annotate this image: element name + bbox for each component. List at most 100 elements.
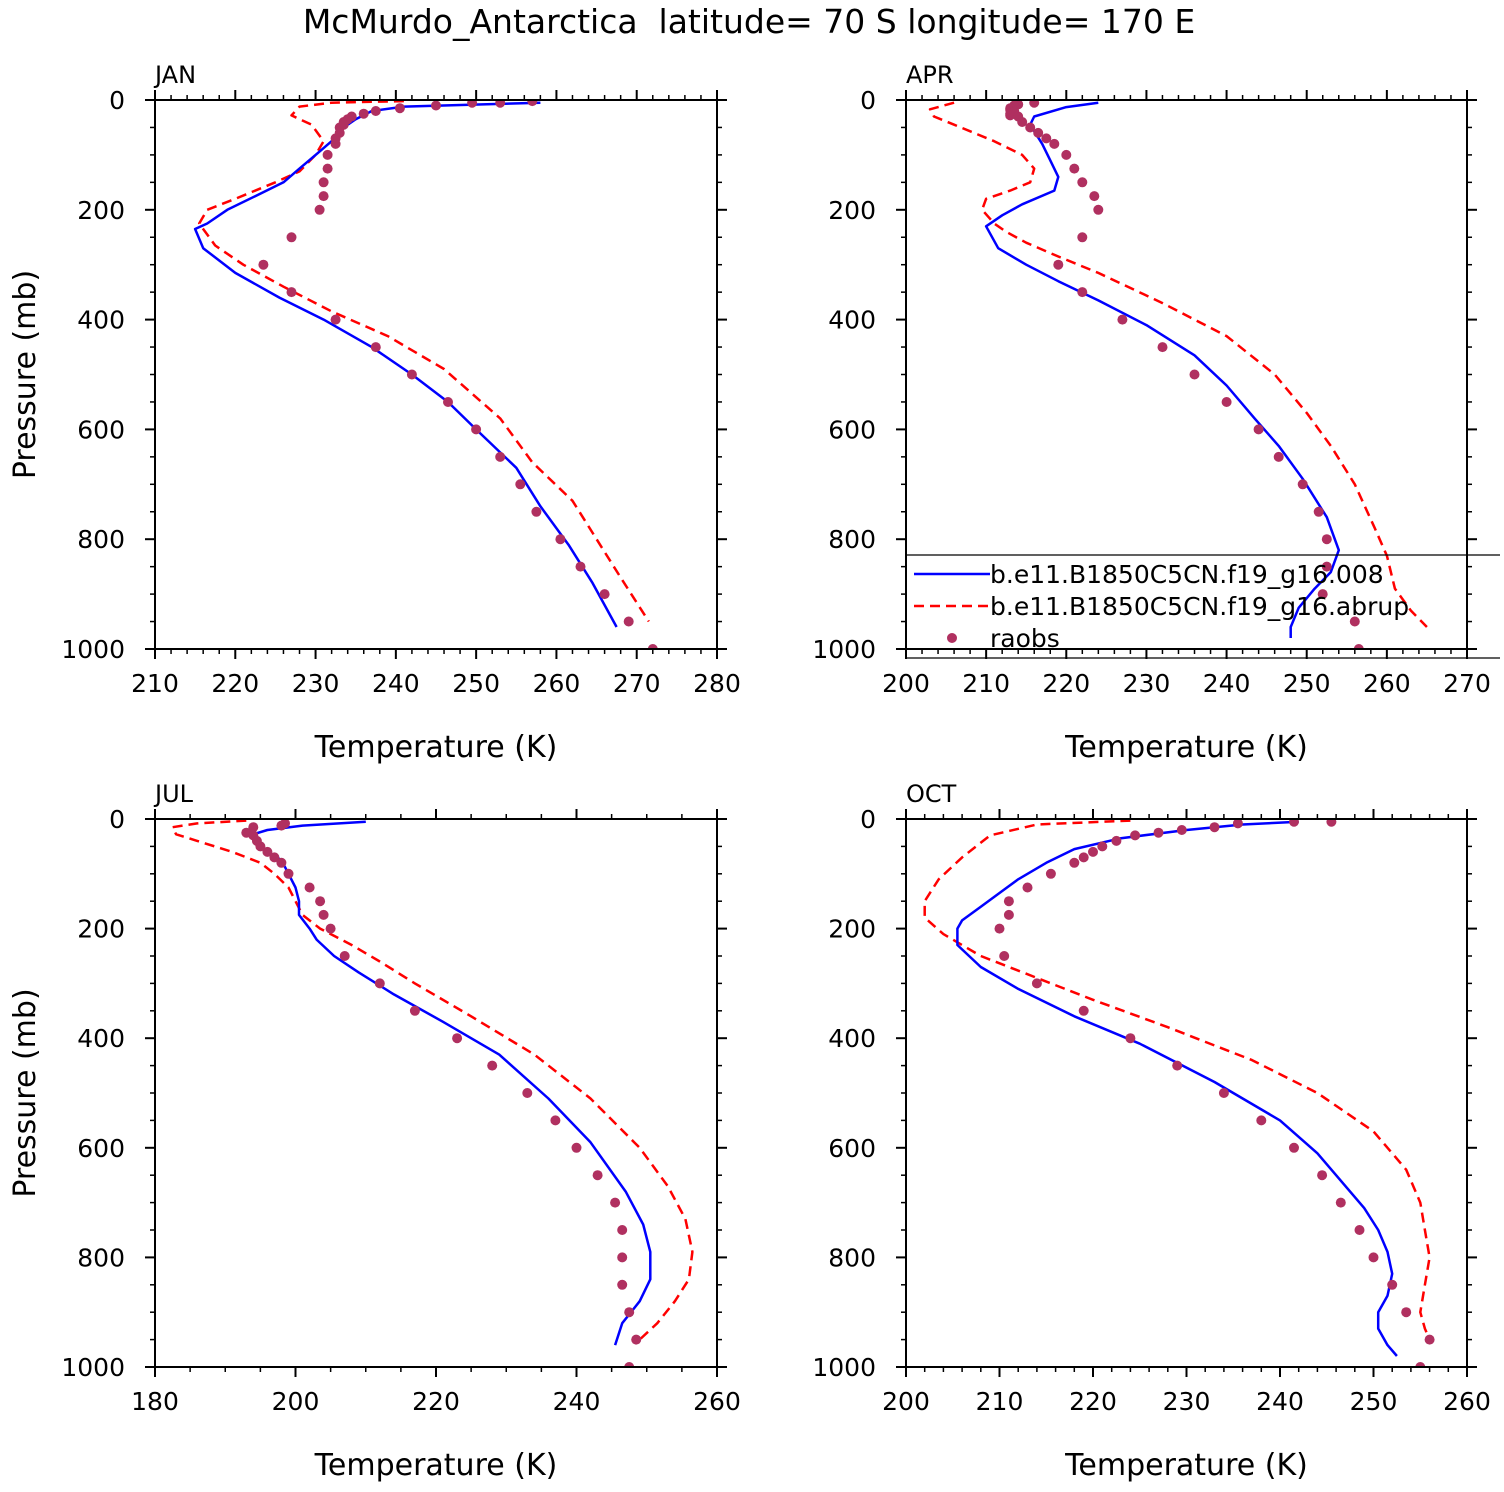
x-tick-label: 210: [976, 1387, 1024, 1416]
raobs-point: [1326, 818, 1337, 827]
raobs-point: [1033, 127, 1044, 138]
raobs-point: [370, 342, 381, 353]
x-tick-label: 240: [1203, 669, 1251, 698]
series-line-dashed: [928, 101, 1428, 628]
raobs-point: [258, 259, 269, 270]
raobs-point: [318, 191, 329, 202]
raobs-point: [370, 106, 381, 116]
raobs-point: [330, 314, 341, 325]
raobs-point: [1003, 909, 1014, 920]
y-tick-label: 0: [109, 86, 125, 115]
series-line-solid: [248, 820, 652, 1346]
raobs-point: [1077, 287, 1088, 298]
raobs-point: [1130, 830, 1141, 841]
legend: b.e11.B1850C5CN.f19_g16.008 b.e11.B1850C…: [906, 554, 1500, 659]
raobs-point: [1253, 424, 1264, 435]
y-tick-label: 600: [828, 415, 876, 444]
x-axis-label: Temperature (K): [1064, 1448, 1308, 1483]
raobs-point: [1401, 1307, 1412, 1318]
raobs-point: [571, 1142, 582, 1153]
raobs-point: [1335, 1197, 1346, 1208]
raobs-point: [1189, 369, 1200, 380]
raobs-point: [487, 1060, 498, 1071]
raobs-point: [283, 868, 294, 879]
raobs-point: [394, 103, 405, 114]
y-tick-label: 800: [77, 1243, 125, 1272]
y-tick-label: 400: [828, 306, 876, 335]
raobs-point: [1025, 122, 1036, 133]
raobs-point: [495, 99, 506, 108]
raobs-point: [1321, 534, 1332, 545]
x-tick-label: 260: [1443, 1387, 1491, 1416]
x-tick-label: 260: [533, 669, 581, 698]
raobs-point: [262, 846, 273, 857]
raobs-point: [339, 951, 350, 961]
series-line-dashed: [171, 819, 694, 1341]
raobs-point: [1424, 1334, 1435, 1345]
raobs-point: [1317, 589, 1328, 600]
raobs-point: [1387, 1279, 1398, 1290]
series-line-dashed: [197, 99, 650, 623]
raobs-point: [1017, 117, 1028, 127]
x-tick-label: 220: [1069, 1387, 1117, 1416]
y-tick-label: 400: [77, 306, 125, 335]
raobs-point: [617, 1252, 628, 1263]
y-tick-label: 200: [77, 915, 125, 944]
plot-frame: [154, 99, 718, 650]
legend-label-model: b.e11.B1850C5CN.f19_g16.008: [990, 560, 1384, 589]
figure-title: McMurdo_Antarctica latitude= 70 S longit…: [303, 2, 1195, 41]
raobs-point: [1172, 1060, 1183, 1071]
plot-area: [171, 818, 694, 1368]
series-line-dashed: [923, 819, 1431, 1341]
raobs-point: [1069, 163, 1080, 174]
raobs-point: [527, 99, 538, 107]
raobs-point: [1078, 1005, 1089, 1016]
y-tick-label: 800: [77, 525, 125, 554]
raobs-point: [994, 923, 1005, 934]
raobs-point: [325, 923, 336, 934]
raobs-point: [1029, 99, 1040, 108]
raobs-point: [610, 1197, 621, 1208]
raobs-point: [248, 822, 259, 833]
x-axis-label: Temperature (K): [314, 1448, 558, 1483]
x-tick-label: 280: [693, 669, 741, 698]
series-line-solid: [984, 101, 1341, 638]
raobs-point: [555, 534, 566, 545]
panel-title-jan: JAN: [153, 61, 196, 89]
raobs-point: [409, 1005, 420, 1016]
raobs-point: [1289, 1142, 1299, 1153]
raobs-point: [1077, 177, 1088, 188]
raobs-point: [1041, 133, 1052, 144]
x-tick-label: 270: [1443, 669, 1491, 698]
raobs-point: [1077, 232, 1088, 243]
x-tick-label: 240: [372, 669, 420, 698]
panel-title-oct: OCT: [906, 780, 957, 808]
x-tick-label: 260: [1363, 669, 1411, 698]
raobs-point: [1209, 822, 1220, 833]
y-tick-label: 600: [77, 1134, 125, 1163]
x-tick-label: 220: [1042, 669, 1090, 698]
panel-oct: 200 210 220 230 240 250 260 0 200 400 600 800 1000 OC…: [812, 780, 1490, 1483]
x-tick-label: 210: [962, 669, 1010, 698]
y-tick-label: 0: [860, 86, 876, 115]
y-tick-label: 200: [828, 196, 876, 225]
raobs-point: [999, 951, 1010, 961]
raobs-point: [1069, 857, 1080, 868]
raobs-point: [318, 177, 329, 188]
raobs-point: [1153, 827, 1164, 838]
raobs-point: [1045, 868, 1056, 879]
raobs-point: [1289, 818, 1299, 827]
y-tick-label: 400: [77, 1024, 125, 1053]
x-tick-label: 200: [272, 1387, 320, 1416]
x-tick-label: 230: [1163, 1387, 1211, 1416]
raobs-point: [286, 287, 297, 298]
raobs-point: [1022, 882, 1033, 893]
raobs-point: [269, 852, 280, 863]
raobs-point: [624, 1307, 635, 1318]
x-tick-label: 250: [1283, 669, 1331, 698]
raobs-point: [452, 1033, 463, 1044]
raobs-point: [599, 589, 610, 600]
raobs-point: [1218, 1088, 1229, 1098]
raobs-point: [330, 138, 341, 149]
x-tick-label: 250: [1350, 1387, 1398, 1416]
